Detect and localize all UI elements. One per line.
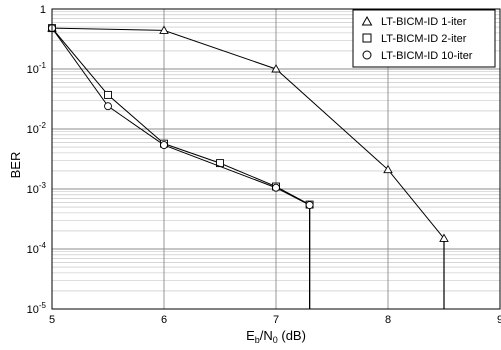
x-tick-label: 6 [161, 314, 167, 326]
x-tick-label: 5 [49, 314, 55, 326]
tick-labels: 5 6 7 8 9 1 10-1 10-2 10-3 10-4 10-5 [27, 4, 501, 326]
y-tick-label: 10-5 [27, 301, 47, 316]
series-circle [48, 24, 314, 309]
legend-box [352, 9, 496, 68]
legend-item-2-iter: LT-BICM-ID 2-iter [362, 33, 467, 45]
circle-marker [305, 201, 314, 210]
triangle-marker [383, 164, 393, 174]
y-axis-label: BER [8, 152, 23, 179]
y-tick-label: 10-3 [27, 181, 47, 196]
y-tick-label: 10-1 [27, 61, 47, 76]
legend-circle-marker [362, 50, 372, 60]
legend-item-10-iter: LT-BICM-ID 10-iter [362, 50, 473, 62]
circle-marker [104, 102, 112, 111]
y-tick-label: 10-4 [27, 241, 47, 256]
legend-label: LT-BICM-ID 2-iter [381, 33, 467, 45]
circle-marker [272, 183, 280, 192]
x-axis-label: Eb/N0 (dB) [246, 328, 306, 345]
legend-triangle-marker [361, 15, 373, 26]
x-tick-label: 8 [385, 314, 391, 326]
legend: LT-BICM-ID 1-iter LT-BICM-ID 2-iter LT-B… [352, 9, 496, 68]
triangle-marker [271, 64, 281, 73]
series-square [48, 24, 314, 309]
y-tick-label: 1 [40, 4, 46, 16]
legend-label: LT-BICM-ID 1-iter [381, 16, 467, 28]
x-tick-label: 7 [273, 314, 279, 326]
legend-label: LT-BICM-ID 10-iter [381, 50, 473, 62]
x-tick-label: 9 [497, 314, 501, 326]
triangle-marker [159, 25, 169, 34]
legend-item-1-iter: LT-BICM-ID 1-iter [361, 15, 467, 28]
series-triangle [47, 23, 449, 309]
triangle-marker [439, 233, 449, 242]
series-line [51, 27, 310, 206]
legend-square-marker [362, 33, 372, 43]
y-tick-label: 10-2 [27, 121, 47, 136]
circle-marker [160, 141, 168, 150]
series-line [51, 27, 310, 206]
data-series [47, 23, 449, 309]
square-marker [104, 90, 112, 99]
plot-area-frame [51, 8, 501, 310]
